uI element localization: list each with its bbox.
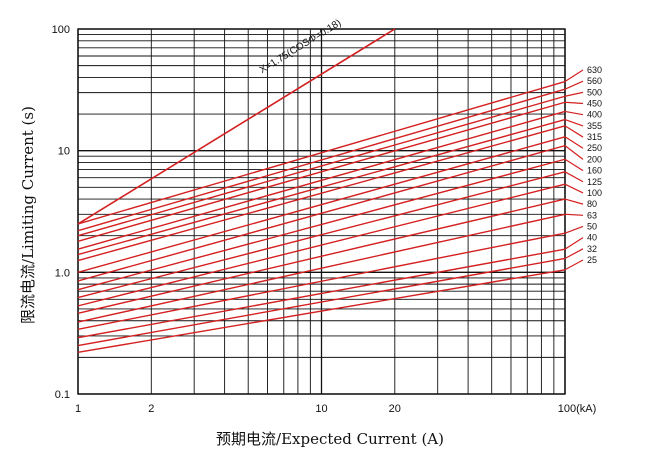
series-leader (564, 259, 584, 271)
series-line (77, 183, 566, 307)
series-label: 80 (587, 199, 597, 209)
series-label: 160 (587, 166, 602, 176)
series-leader (564, 237, 584, 250)
series-line (77, 144, 566, 282)
x-tick-label: 100(kA) (558, 403, 597, 415)
series-label: 200 (587, 154, 602, 164)
series-label: 560 (587, 76, 602, 86)
series-line (77, 118, 566, 256)
series-leader (564, 91, 584, 97)
series-line (77, 213, 566, 323)
tick-labels: 1 2 10 20 100(kA) 0.1 1.0 10 100 (52, 24, 597, 415)
series-label: 450 (587, 99, 602, 109)
series-label: 400 (587, 110, 602, 120)
series-line (77, 101, 566, 242)
series-label: 250 (587, 143, 602, 153)
series-leader (564, 198, 584, 205)
series-line (77, 269, 566, 354)
series-label: 125 (587, 177, 602, 187)
series-leader (564, 80, 584, 90)
series-label: 50 (587, 221, 597, 231)
y-tick-label: 100 (52, 24, 70, 36)
series-line (77, 198, 566, 315)
curves (77, 28, 584, 354)
envelope-annotation: X=1.75(COSΦ=0.18) (258, 18, 343, 76)
series-leader (564, 69, 584, 83)
series-line (77, 232, 566, 331)
series-leader (564, 248, 584, 259)
series-leader (564, 110, 584, 116)
y-axis-title: 限流电流/Limiting Current (s) (19, 106, 37, 324)
series-line (77, 125, 566, 262)
series-leader (564, 145, 584, 160)
series-line (77, 88, 566, 232)
series-label: 500 (587, 87, 602, 97)
series-leader (564, 183, 584, 194)
series-line (77, 171, 566, 299)
plot-frame (77, 28, 566, 395)
grid (77, 28, 566, 395)
series-label: 40 (587, 233, 597, 243)
x-tick-label: 20 (389, 403, 401, 415)
series-label: 63 (587, 210, 597, 220)
series-line (77, 158, 566, 291)
series-label: 32 (587, 244, 597, 254)
series-label: 25 (587, 255, 597, 265)
x-tick-label: 1 (75, 403, 81, 415)
series-line (77, 110, 566, 250)
envelope-line (77, 28, 396, 225)
series-line (77, 95, 566, 237)
y-tick-label: 1.0 (55, 267, 70, 279)
series-label: 630 (587, 65, 602, 75)
series-leader (564, 213, 584, 216)
x-tick-label: 2 (148, 403, 154, 415)
series-leader (564, 158, 584, 172)
x-axis-title: 预期电流/Expected Current (A) (216, 430, 444, 448)
series-leader (564, 225, 584, 234)
series-leader (564, 119, 584, 127)
series-line (77, 80, 566, 225)
series-line (77, 257, 566, 347)
series-line (77, 248, 566, 339)
y-tick-label: 10 (58, 146, 70, 158)
y-tick-label: 0.1 (55, 389, 70, 401)
series-leader (564, 171, 584, 183)
series-label: 100 (587, 188, 602, 198)
series-leader (564, 101, 584, 105)
series-label: 355 (587, 121, 602, 131)
x-tick-label: 10 (315, 403, 327, 415)
series-line (77, 136, 566, 274)
series-leader (564, 136, 584, 149)
series-leader (564, 125, 584, 138)
series-label: 315 (587, 132, 602, 142)
